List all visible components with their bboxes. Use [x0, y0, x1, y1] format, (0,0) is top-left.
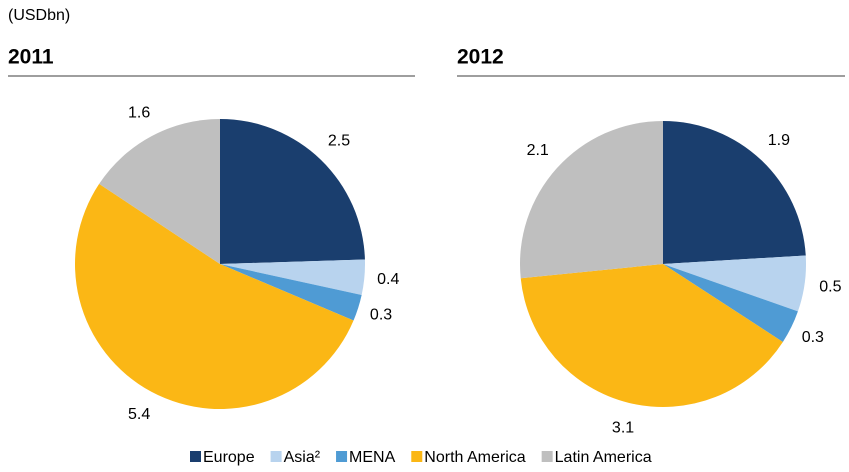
- legend-label: Asia²: [284, 449, 321, 466]
- pie-slice: [520, 264, 783, 407]
- legend-swatch: [190, 451, 201, 462]
- legend-swatch: [541, 451, 553, 462]
- pie-slice: [75, 183, 354, 409]
- chart-title: 2011: [8, 46, 54, 69]
- unit-label: (USDbn): [8, 7, 70, 24]
- chart-title: 2012: [457, 46, 504, 69]
- legend-swatch: [336, 451, 348, 462]
- data-label: 0.3: [802, 329, 824, 346]
- legend-label: Latin America: [555, 449, 652, 466]
- pie-slice: [220, 119, 365, 264]
- data-label: 0.3: [370, 306, 392, 323]
- data-label: 2.1: [527, 142, 549, 159]
- data-label: 1.9: [768, 132, 790, 149]
- legend-label: MENA: [349, 449, 396, 466]
- data-label: 5.4: [128, 406, 150, 423]
- legend-label: North America: [424, 449, 525, 466]
- pie-slice: [99, 119, 220, 264]
- data-label: 0.4: [377, 271, 399, 288]
- pie-slice: [520, 121, 663, 279]
- pie-slice: [220, 259, 365, 296]
- pie-slice: [663, 121, 806, 264]
- data-label: 3.1: [612, 419, 634, 436]
- data-label: 2.5: [328, 132, 350, 149]
- data-label: 0.5: [819, 279, 841, 296]
- pie-slice: [220, 264, 362, 321]
- pie-slice: [663, 255, 806, 312]
- pie-slice: [663, 264, 798, 342]
- legend-swatch: [411, 451, 423, 462]
- legend-swatch: [270, 451, 282, 462]
- data-label: 1.6: [128, 105, 150, 122]
- legend-label: Europe: [203, 449, 255, 466]
